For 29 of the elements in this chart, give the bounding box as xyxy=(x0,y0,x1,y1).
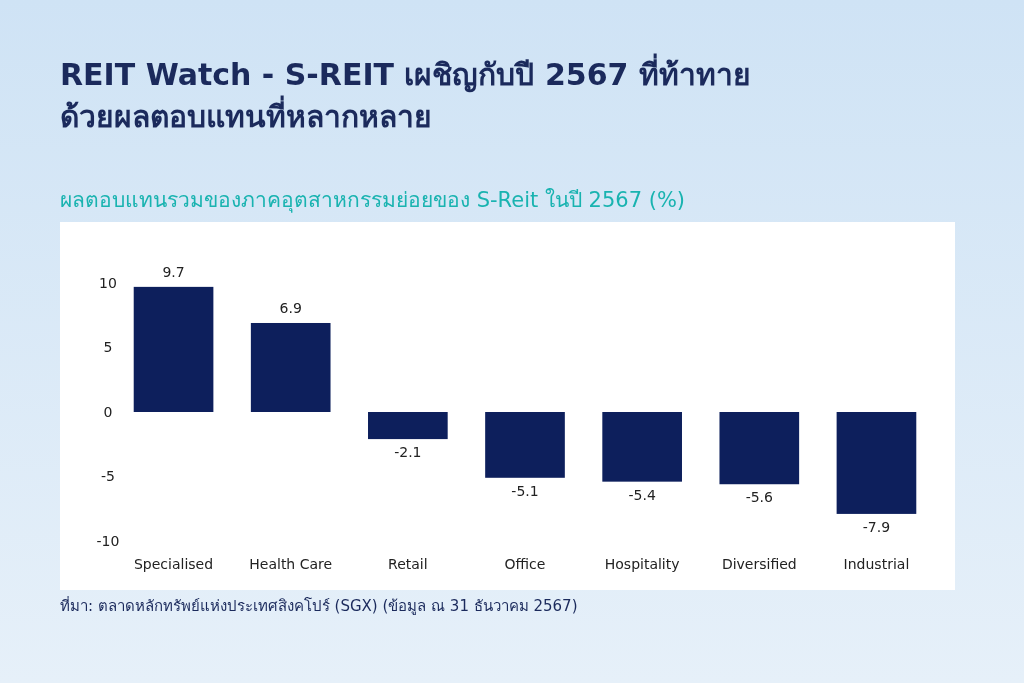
bar xyxy=(719,412,800,485)
x-tick-label: Industrial xyxy=(843,556,910,572)
x-tick-label: Hospitality xyxy=(604,556,680,572)
y-tick-label: 5 xyxy=(103,339,113,356)
data-label: -2.1 xyxy=(394,444,422,461)
x-tick-label: Office xyxy=(504,556,546,572)
bar xyxy=(368,412,448,440)
data-label: -5.6 xyxy=(745,489,774,506)
chart-subtitle: ผลตอบแทนรวมของภาคอุตสาหกรรมย่อยของ S-Reit ในปี 2567 (%) xyxy=(60,188,686,213)
bar xyxy=(133,286,214,412)
x-tick-label: Specialised xyxy=(133,556,214,572)
chart-title: REIT Watch - S-REIT เผชิญกับปี 2567 ที่ท้าทาย ด้วยผลตอบแทนที่หลากหลาย xyxy=(60,53,751,134)
x-tick-label: Diversified xyxy=(721,556,797,572)
bar xyxy=(602,412,682,482)
data-label: 9.7 xyxy=(162,263,185,280)
y-tick-label: 10 xyxy=(99,274,117,291)
x-tick-label: Health Care xyxy=(249,556,333,572)
data-label: -5.1 xyxy=(511,482,539,499)
y-tick-label: 0 xyxy=(103,403,113,420)
bar xyxy=(250,322,331,412)
data-label: 6.9 xyxy=(279,299,302,316)
text: ที่มา: ตลาดหลักทรัพย์แห่งประเทศสิงคโปร์ (SGX) (ข้อมูล ณ 31 ธันวาคม 2567) xyxy=(60,595,578,615)
y-tick-label: -5 xyxy=(101,468,115,485)
bar xyxy=(485,412,565,478)
data-label: -5.4 xyxy=(628,486,656,503)
x-tick-label: Retail xyxy=(388,556,428,572)
y-tick-label: -10 xyxy=(96,532,120,549)
data-label: -7.9 xyxy=(862,518,891,535)
bar xyxy=(836,412,917,514)
